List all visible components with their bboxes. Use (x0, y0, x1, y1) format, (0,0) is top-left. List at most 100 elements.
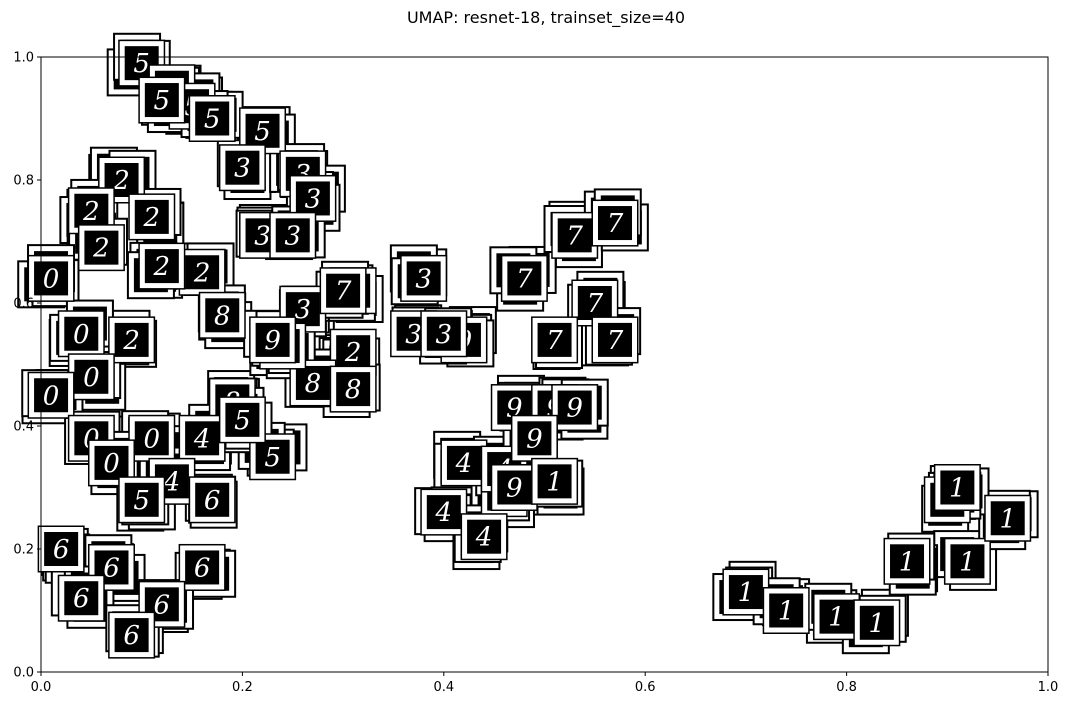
digit-thumbnail-9: 9 (510, 414, 558, 462)
digit-glyph: 3 (436, 320, 453, 350)
digit-glyph: 5 (154, 86, 171, 116)
digit-thumbnail-2: 2 (178, 248, 226, 296)
digit-glyph: 2 (92, 234, 110, 264)
y-tick-label: 0.8 (13, 174, 34, 189)
digit-glyph: 2 (344, 338, 362, 368)
digit-glyph: 1 (738, 578, 755, 608)
digit-thumbnail-6: 6 (178, 543, 226, 591)
digit-glyph: 5 (133, 49, 150, 79)
digit-glyph: 2 (153, 252, 171, 282)
digit-thumbnail-6: 6 (37, 525, 85, 573)
x-tick-label: 0.4 (433, 680, 454, 695)
digit-glyph: 5 (234, 406, 251, 436)
digit-glyph: 1 (828, 603, 845, 633)
digit-glyph: 4 (193, 424, 211, 454)
digit-glyph: 6 (123, 621, 140, 651)
digit-thumbnail-7: 7 (591, 316, 639, 364)
digit-thumbnail-8: 8 (329, 365, 377, 413)
digit-glyph: 6 (53, 535, 70, 565)
digit-thumbnail-2: 2 (108, 316, 156, 364)
digit-thumbnail-1: 1 (813, 593, 861, 641)
digit-glyph: 3 (295, 295, 312, 325)
digit-thumbnail-6: 6 (108, 611, 156, 659)
digit-thumbnail-1: 1 (883, 537, 931, 585)
digit-thumbnail-0: 0 (27, 254, 75, 302)
digit-glyph: 2 (142, 203, 160, 233)
digit-thumbnail-2: 2 (77, 224, 125, 272)
digit-thumbnail-2: 2 (128, 193, 176, 241)
digit-thumbnail-3: 3 (218, 144, 266, 192)
digit-thumbnail-6: 6 (57, 574, 105, 622)
digit-glyph: 4 (163, 467, 181, 497)
digit-thumbnail-9: 9 (249, 316, 297, 364)
digit-thumbnail-1: 1 (762, 587, 810, 634)
digit-glyph: 5 (133, 486, 150, 516)
chart-title: UMAP: resnet-18, trainset_size=40 (407, 8, 685, 28)
digit-thumbnail-6: 6 (138, 580, 186, 628)
digit-thumbnail-4: 4 (460, 513, 508, 561)
digit-glyph: 4 (455, 449, 473, 479)
digit-thumbnail-7: 7 (500, 254, 548, 302)
digit-glyph: 0 (103, 449, 120, 479)
digit-thumbnail-5: 5 (138, 76, 186, 124)
digit-thumbnail-1: 1 (943, 537, 991, 585)
digit-glyph: 5 (264, 443, 281, 473)
digit-thumbnail-1: 1 (531, 457, 579, 505)
digit-glyph: 6 (73, 584, 90, 614)
digit-thumbnail-6: 6 (188, 476, 236, 524)
digit-glyph: 4 (475, 523, 493, 553)
digit-glyph: 2 (112, 166, 130, 196)
digit-thumbnail-7: 7 (591, 199, 639, 247)
digit-glyph: 9 (566, 394, 583, 424)
digit-glyph: 1 (959, 547, 976, 577)
x-tick-label: 0.8 (836, 680, 857, 695)
digit-glyph: 8 (345, 375, 362, 405)
digit-thumbnail-2: 2 (138, 242, 186, 290)
x-tick-label: 0.2 (232, 680, 253, 695)
digit-glyph: 8 (305, 369, 322, 399)
digit-thumbnail-0: 0 (57, 310, 105, 358)
x-tick-label: 0.0 (31, 680, 52, 695)
digit-thumbnail-9: 9 (490, 464, 538, 511)
digit-glyph: 7 (566, 221, 583, 251)
digit-glyph: 6 (103, 553, 120, 583)
digit-thumbnail-7: 7 (531, 316, 579, 364)
digit-thumbnail-7: 7 (319, 267, 367, 315)
digit-glyph: 5 (204, 105, 221, 135)
digit-thumbnail-6: 6 (87, 543, 135, 591)
y-tick-label: 0.4 (13, 420, 34, 435)
digit-glyph: 0 (43, 381, 60, 411)
digit-glyph: 1 (778, 597, 795, 627)
digit-glyph: 1 (949, 474, 966, 504)
digit-thumbnail-9: 9 (551, 384, 599, 432)
digit-glyph: 3 (405, 320, 422, 350)
digit-thumbnail-1: 1 (853, 599, 901, 647)
x-axis: 0.0 0.2 0.4 0.6 0.8 1.0 (31, 672, 1059, 695)
digit-glyph: 2 (82, 197, 100, 227)
digit-thumbnail-0: 0 (128, 414, 176, 462)
digit-glyph: 7 (607, 209, 624, 239)
digit-glyph: 8 (214, 301, 231, 331)
digit-glyph: 6 (154, 590, 171, 620)
digit-thumbnail-8: 8 (198, 291, 246, 339)
digit-thumbnail-1: 1 (722, 568, 770, 616)
digit-glyph: 3 (305, 184, 322, 214)
digit-glyph: 2 (122, 326, 140, 356)
x-tick-label: 0.6 (635, 680, 656, 695)
x-tick-label: 1.0 (1038, 680, 1059, 695)
digit-thumbnail-1: 1 (984, 494, 1032, 542)
digit-thumbnail-8: 8 (289, 359, 337, 407)
digit-glyph: 3 (234, 154, 251, 184)
y-tick-label: 0.2 (13, 543, 34, 558)
digit-thumbnail-layer: 5555553333333322222222000000088888444444… (27, 39, 1032, 659)
digit-thumbnail-4: 4 (420, 488, 468, 536)
digit-thumbnail-5: 5 (118, 476, 166, 524)
digit-thumbnail-4: 4 (178, 414, 226, 462)
digit-glyph: 3 (254, 221, 271, 251)
digit-thumbnail-5: 5 (218, 396, 266, 444)
digit-thumbnail-4: 4 (440, 439, 488, 487)
digit-glyph: 0 (143, 424, 160, 454)
digit-thumbnail-0: 0 (27, 371, 75, 419)
digit-glyph: 3 (284, 221, 301, 251)
